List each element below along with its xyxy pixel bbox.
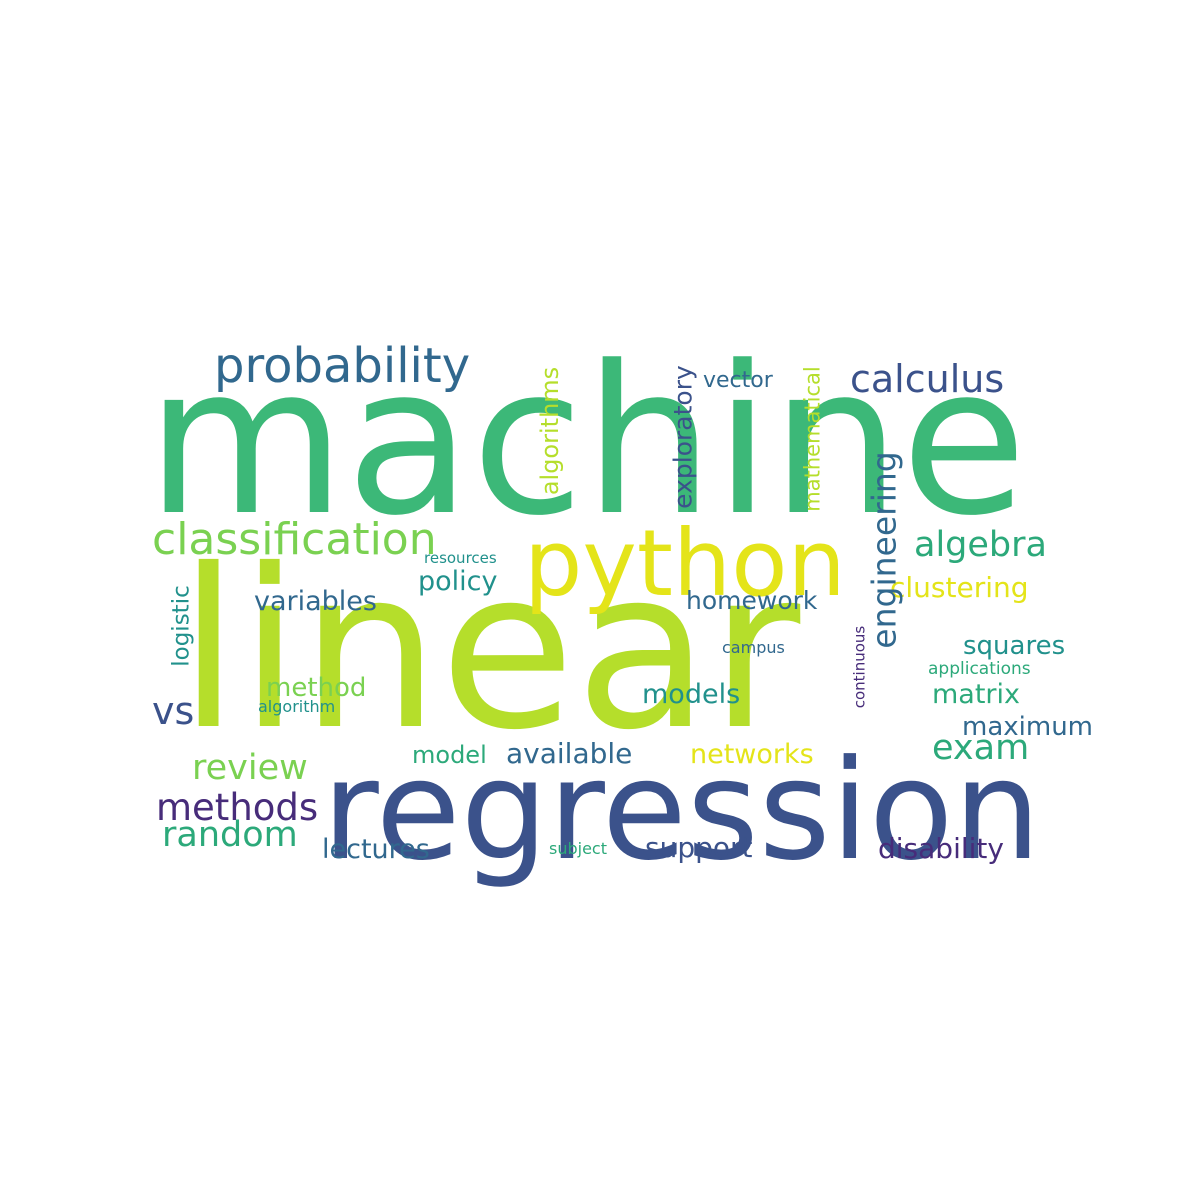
word-variables: variables — [254, 586, 377, 617]
word-maximum: maximum — [962, 712, 1094, 742]
word-support: support — [645, 831, 753, 864]
word-clustering: clustering — [890, 571, 1029, 604]
word-resources: resources — [424, 549, 497, 567]
word-python: python — [524, 510, 846, 617]
word-methods: methods — [156, 786, 319, 829]
word-exam: exam — [932, 728, 1030, 768]
word-review: review — [192, 748, 308, 788]
word-probability: probability — [214, 338, 471, 394]
word-disability: disability — [878, 832, 1004, 865]
word-algorithm: algorithm — [258, 697, 336, 716]
word-subject: subject — [549, 839, 607, 858]
word-method: method — [266, 673, 367, 703]
word-lectures: lectures — [322, 834, 430, 865]
word-calculus: calculus — [850, 357, 1005, 401]
word-homework: homework — [686, 586, 818, 615]
word-vector: vector — [703, 368, 773, 393]
word-regression: regression — [322, 730, 1041, 891]
word-logistic: logistic — [168, 585, 195, 667]
word-matrix: matrix — [932, 679, 1021, 710]
word-linear: linear — [178, 522, 801, 778]
word-applications: applications — [928, 659, 1031, 679]
word-algorithms: algorithms — [536, 366, 564, 496]
word-exploratory: exploratory — [668, 365, 698, 509]
word-algebra: algebra — [914, 525, 1047, 565]
word-mathematical: mathematical — [800, 366, 825, 512]
word-models: models — [642, 679, 741, 710]
word-vs: vs — [152, 689, 195, 733]
word-policy: policy — [418, 566, 498, 597]
word-squares: squares — [963, 631, 1066, 661]
word-random: random — [162, 815, 298, 855]
word-classification: classification — [152, 514, 437, 565]
word-continuous: continuous — [850, 625, 869, 709]
word-engineering: engineering — [864, 451, 904, 649]
word-machine: machine — [146, 323, 1027, 561]
word-networks: networks — [690, 739, 814, 770]
word-available: available — [506, 737, 633, 770]
word-model: model — [412, 741, 487, 769]
word-campus: campus — [722, 638, 785, 657]
